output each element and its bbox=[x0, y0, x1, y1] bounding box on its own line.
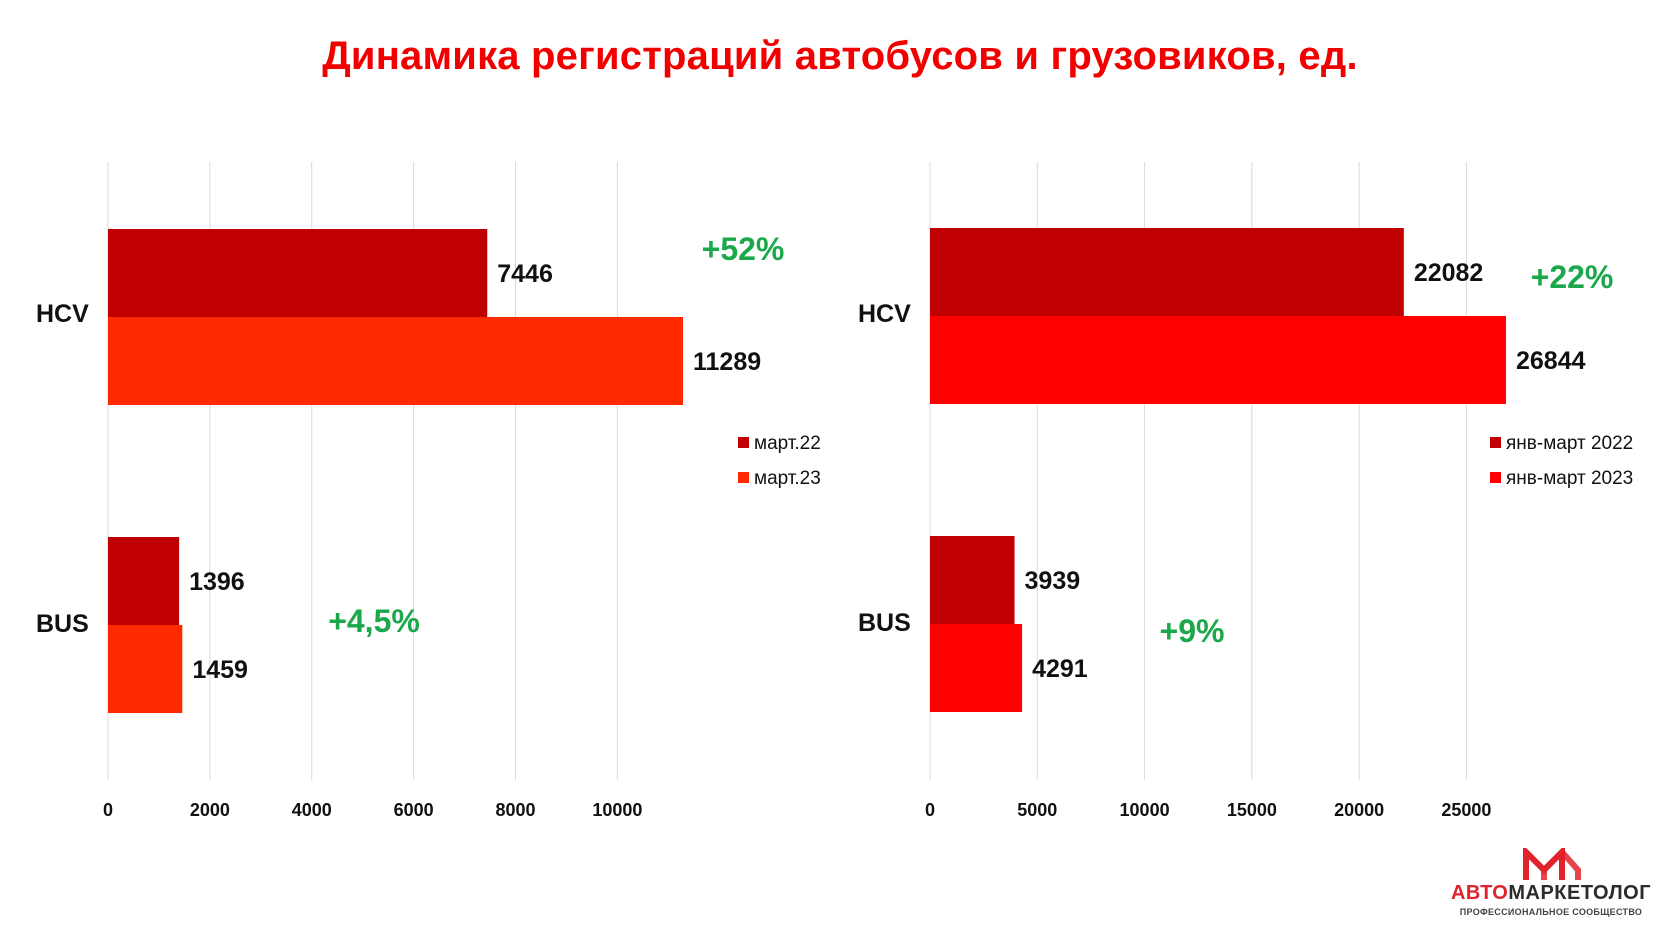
value-label: 11289 bbox=[693, 348, 761, 376]
x-tick-label: 4000 bbox=[292, 800, 332, 820]
category-label-bus: BUS bbox=[36, 610, 89, 638]
x-tick-label: 10000 bbox=[592, 800, 642, 820]
legend-label: янв-март 2023 bbox=[1506, 468, 1633, 489]
logo-name-part2: МАРКЕТОЛОГ bbox=[1508, 882, 1652, 904]
chart-jan-march: 0 5000 10000 15000 20000 25000 22082 26844 HCV 39… bbox=[858, 162, 1633, 820]
category-label-hcv: HCV bbox=[36, 300, 89, 328]
bar-bus-2023 bbox=[930, 624, 1023, 712]
x-tick-label: 10000 bbox=[1120, 800, 1170, 820]
x-tick-label: 20000 bbox=[1334, 800, 1384, 820]
logo: АВТОМАРКЕТОЛОГ ПРОФЕССИОНАЛЬНОЕ СООБЩЕСТ… bbox=[1440, 848, 1662, 918]
legend-swatch bbox=[738, 437, 749, 448]
category-label-bus: BUS bbox=[858, 609, 911, 637]
x-tick-label: 2000 bbox=[190, 800, 230, 820]
legend-label: март.22 bbox=[754, 433, 821, 454]
bar-bus-2023 bbox=[108, 625, 183, 713]
value-label: 22082 bbox=[1414, 259, 1484, 287]
x-tick-label: 0 bbox=[103, 800, 113, 820]
value-label: 1396 bbox=[189, 568, 245, 596]
logo-tagline: ПРОФЕССИОНАЛЬНОЕ СООБЩЕСТВО bbox=[1459, 907, 1643, 917]
value-label: 3939 bbox=[1025, 567, 1081, 595]
value-label: 26844 bbox=[1516, 347, 1586, 375]
bar-hcv-2022 bbox=[108, 229, 488, 317]
x-tick-label: 0 bbox=[925, 800, 935, 820]
bar-hcv-2023 bbox=[108, 317, 683, 405]
growth-annotation: +4,5% bbox=[328, 603, 420, 639]
bar-bus-2022 bbox=[108, 537, 180, 625]
logo-name-part1: АВТО bbox=[1450, 882, 1509, 904]
legend-label: янв-март 2022 bbox=[1506, 433, 1633, 454]
bar-hcv-2023 bbox=[930, 316, 1506, 404]
logo-mark-icon bbox=[1523, 848, 1581, 880]
growth-annotation: +22% bbox=[1531, 259, 1614, 295]
value-label: 1459 bbox=[192, 656, 248, 684]
legend-swatch bbox=[1490, 472, 1501, 483]
category-label-hcv: HCV bbox=[858, 300, 911, 328]
growth-annotation: +9% bbox=[1160, 613, 1225, 649]
legend-swatch bbox=[738, 472, 749, 483]
bar-hcv-2022 bbox=[930, 228, 1404, 316]
growth-annotation: +52% bbox=[702, 231, 785, 267]
page-title: Динамика регистраций автобусов и грузови… bbox=[322, 34, 1358, 78]
x-tick-label: 8000 bbox=[495, 800, 535, 820]
logo-name: АВТОМАРКЕТОЛОГ bbox=[1440, 882, 1662, 905]
x-tick-label: 5000 bbox=[1017, 800, 1057, 820]
bar-bus-2022 bbox=[930, 536, 1015, 624]
value-label: 4291 bbox=[1032, 655, 1088, 683]
legend-label: март.23 bbox=[754, 468, 821, 489]
chart-march: 0 2000 4000 6000 8000 10000 7446 11289 HCV 1396 14… bbox=[36, 162, 821, 820]
legend-swatch bbox=[1490, 437, 1501, 448]
x-tick-label: 15000 bbox=[1227, 800, 1277, 820]
value-label: 7446 bbox=[497, 260, 553, 288]
x-tick-label: 6000 bbox=[394, 800, 434, 820]
x-tick-label: 25000 bbox=[1441, 800, 1491, 820]
